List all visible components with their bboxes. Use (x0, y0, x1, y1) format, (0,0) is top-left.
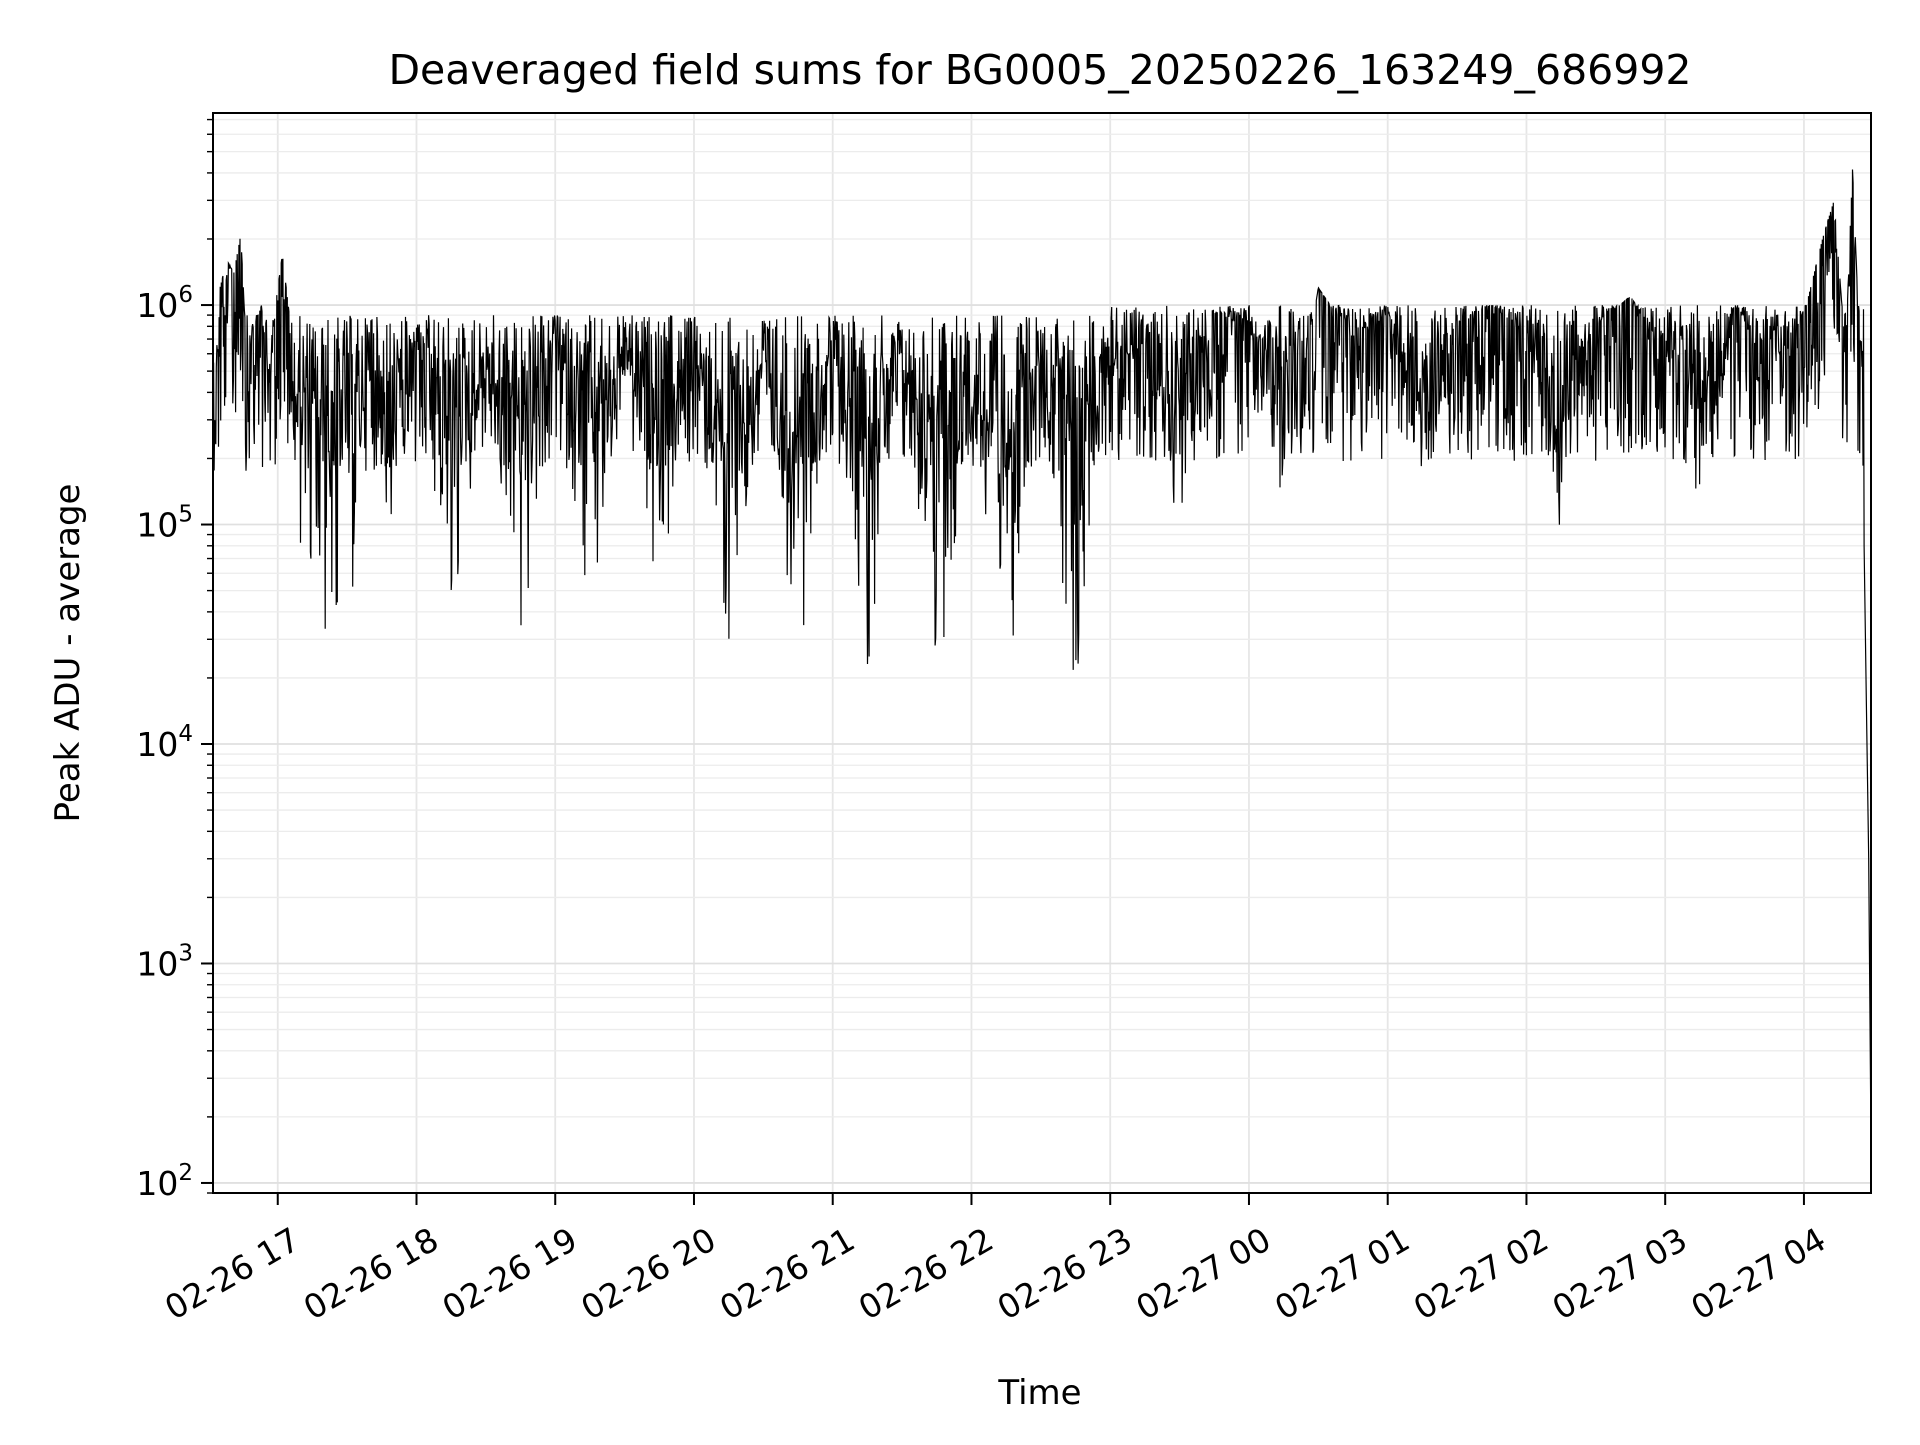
chart-title: Deaveraged field sums for BG0005_2025022… (388, 46, 1691, 94)
y-axis-label: Peak ADU - average (48, 484, 88, 823)
x-axis-label: Time (997, 1373, 1081, 1413)
grid-lines (213, 113, 1871, 1194)
y-axis-ticks: 102 103 104 105 106 (136, 118, 213, 1203)
series-line (212, 169, 1872, 1145)
plot-frame (212, 112, 1872, 1194)
y-tick-label: 103 (136, 940, 193, 983)
y-tick-label: 102 (136, 1160, 193, 1203)
y-tick-label: 106 (136, 282, 193, 325)
y-tick-label: 104 (136, 721, 193, 764)
y-tick-label: 105 (136, 502, 193, 545)
